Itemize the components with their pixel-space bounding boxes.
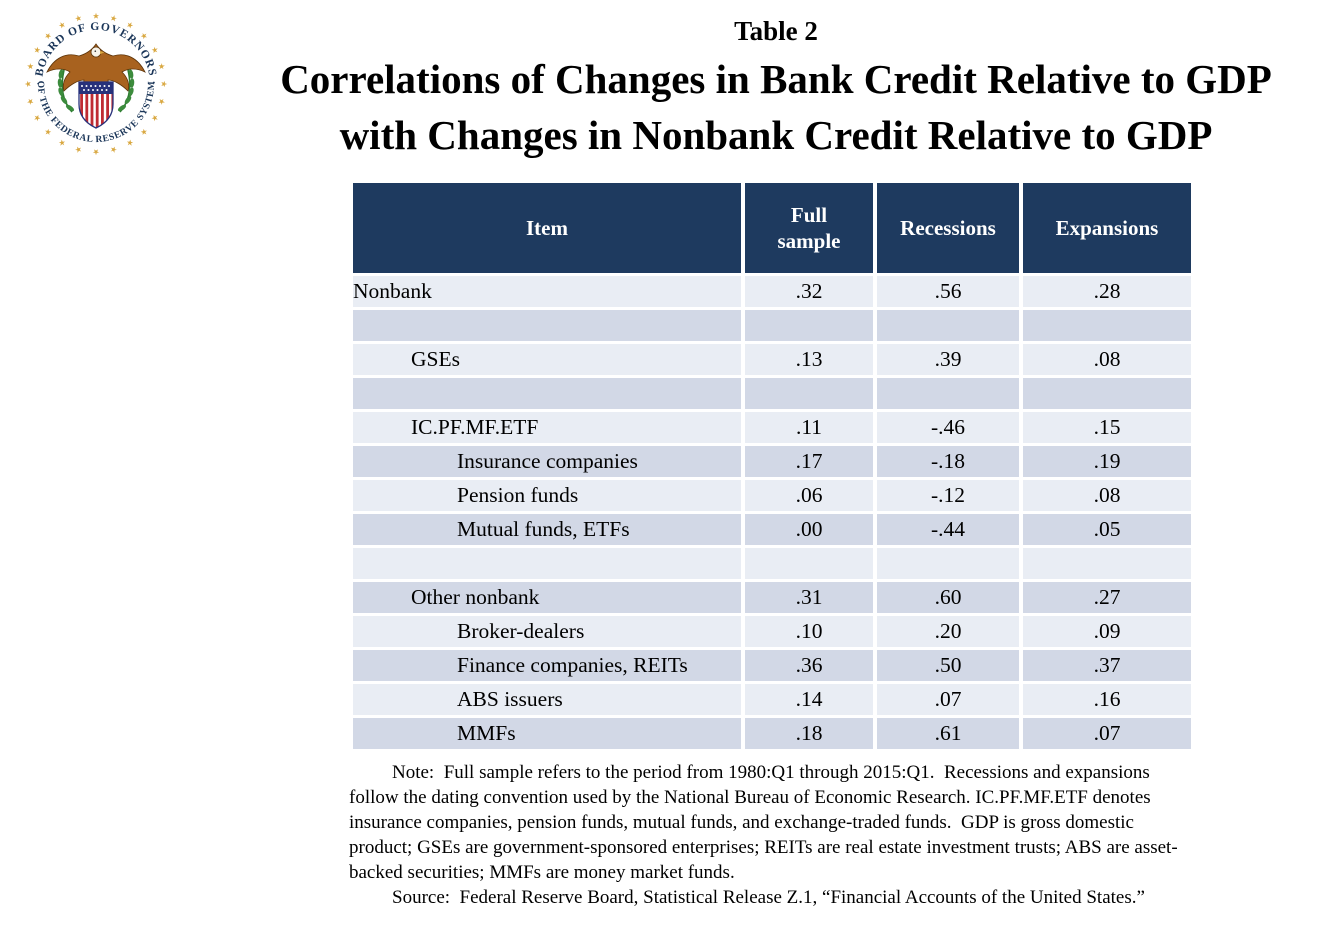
value-cell: .07 xyxy=(1023,718,1191,749)
table-row-finance-companies-reits: Finance companies, REITs .36 .50 .37 xyxy=(353,650,1191,681)
item-cell: MMFs xyxy=(353,718,741,749)
seal-shield-icon xyxy=(78,81,114,129)
item-cell: Other nonbank xyxy=(353,582,741,613)
value-cell: .28 xyxy=(1023,276,1191,307)
value-cell: .19 xyxy=(1023,446,1191,477)
table-row-insurance-companies: Insurance companies .17 -.18 .19 xyxy=(353,446,1191,477)
page-title: Correlations of Changes in Bank Credit R… xyxy=(215,51,1337,163)
note-text: Note: Full sample refers to the period f… xyxy=(349,762,1178,883)
column-header-item: Item xyxy=(353,183,741,273)
content-area: Item Full sample Recessions Expansions N… xyxy=(349,180,1201,910)
table-row-abs-issuers: ABS issuers .14 .07 .16 xyxy=(353,684,1191,715)
table-row-spacer xyxy=(353,378,1191,409)
seal-laurel-branches xyxy=(57,60,135,113)
value-cell xyxy=(745,378,873,409)
item-cell: Insurance companies xyxy=(353,446,741,477)
table-row-broker-dealers: Broker-dealers .10 .20 .09 xyxy=(353,616,1191,647)
item-cell: Broker-dealers xyxy=(353,616,741,647)
value-cell: .14 xyxy=(745,684,873,715)
value-cell: .15 xyxy=(1023,412,1191,443)
masthead: · BOARD OF GOVERNORS · OF THE FEDERAL RE… xyxy=(0,0,1337,180)
table-row-pension-funds: Pension funds .06 -.12 .08 xyxy=(353,480,1191,511)
column-header-recessions: Recessions xyxy=(877,183,1019,273)
value-cell: .06 xyxy=(745,480,873,511)
page-title-line2: with Changes in Nonbank Credit Relative … xyxy=(339,112,1213,158)
value-cell: .50 xyxy=(877,650,1019,681)
column-header-expansions: Expansions xyxy=(1023,183,1191,273)
value-cell: .18 xyxy=(745,718,873,749)
table-row-nonbank: Nonbank .32 .56 .28 xyxy=(353,276,1191,307)
item-cell xyxy=(353,548,741,579)
value-cell: -.12 xyxy=(877,480,1019,511)
value-cell: .36 xyxy=(745,650,873,681)
item-cell: Pension funds xyxy=(353,480,741,511)
value-cell: .16 xyxy=(1023,684,1191,715)
table-row-mmfs: MMFs .18 .61 .07 xyxy=(353,718,1191,749)
item-cell: IC.PF.MF.ETF xyxy=(353,412,741,443)
table-body: Nonbank .32 .56 .28 GSEs .13 .39 .08 xyxy=(353,276,1191,749)
column-header-full-sample-label: Full sample xyxy=(777,203,841,253)
item-cell xyxy=(353,310,741,341)
table-row-spacer xyxy=(353,310,1191,341)
value-cell: .08 xyxy=(1023,480,1191,511)
table-header: Item Full sample Recessions Expansions xyxy=(353,183,1191,273)
table-row-gses: GSEs .13 .39 .08 xyxy=(353,344,1191,375)
correlations-table: Item Full sample Recessions Expansions N… xyxy=(349,180,1195,752)
value-cell xyxy=(1023,548,1191,579)
value-cell: -.44 xyxy=(877,514,1019,545)
table-row-other-nonbank: Other nonbank .31 .60 .27 xyxy=(353,582,1191,613)
federal-reserve-seal-icon: · BOARD OF GOVERNORS · OF THE FEDERAL RE… xyxy=(22,10,170,158)
value-cell: .05 xyxy=(1023,514,1191,545)
title-block: Table 2 Correlations of Changes in Bank … xyxy=(215,0,1337,163)
value-cell: .37 xyxy=(1023,650,1191,681)
value-cell: .00 xyxy=(745,514,873,545)
header-row: Item Full sample Recessions Expansions xyxy=(353,183,1191,273)
table-row-ic-pf-mf-etf: IC.PF.MF.ETF .11 -.46 .15 xyxy=(353,412,1191,443)
item-cell: GSEs xyxy=(353,344,741,375)
item-cell: Mutual funds, ETFs xyxy=(353,514,741,545)
value-cell: .32 xyxy=(745,276,873,307)
value-cell xyxy=(1023,378,1191,409)
table-row-mutual-funds-etfs: Mutual funds, ETFs .00 -.44 .05 xyxy=(353,514,1191,545)
table-row-spacer xyxy=(353,548,1191,579)
value-cell: .56 xyxy=(877,276,1019,307)
value-cell: .20 xyxy=(877,616,1019,647)
value-cell xyxy=(745,310,873,341)
value-cell xyxy=(877,310,1019,341)
value-cell: .61 xyxy=(877,718,1019,749)
page-title-line1: Correlations of Changes in Bank Credit R… xyxy=(280,56,1272,102)
value-cell: .27 xyxy=(1023,582,1191,613)
value-cell: .31 xyxy=(745,582,873,613)
value-cell: -.18 xyxy=(877,446,1019,477)
seal-eagle-icon xyxy=(46,43,146,92)
item-cell: Finance companies, REITs xyxy=(353,650,741,681)
table-number: Table 2 xyxy=(734,16,818,46)
value-cell xyxy=(1023,310,1191,341)
value-cell: .60 xyxy=(877,582,1019,613)
column-header-full-sample: Full sample xyxy=(745,183,873,273)
value-cell: .17 xyxy=(745,446,873,477)
value-cell xyxy=(877,548,1019,579)
value-cell: .08 xyxy=(1023,344,1191,375)
value-cell: .39 xyxy=(877,344,1019,375)
item-cell: Nonbank xyxy=(353,276,741,307)
source-text: Source: Federal Reserve Board, Statistic… xyxy=(373,887,1145,908)
item-cell: ABS issuers xyxy=(353,684,741,715)
value-cell xyxy=(877,378,1019,409)
value-cell: .13 xyxy=(745,344,873,375)
value-cell: -.46 xyxy=(877,412,1019,443)
value-cell: .09 xyxy=(1023,616,1191,647)
value-cell xyxy=(745,548,873,579)
value-cell: .10 xyxy=(745,616,873,647)
item-cell xyxy=(353,378,741,409)
value-cell: .07 xyxy=(877,684,1019,715)
value-cell: .11 xyxy=(745,412,873,443)
